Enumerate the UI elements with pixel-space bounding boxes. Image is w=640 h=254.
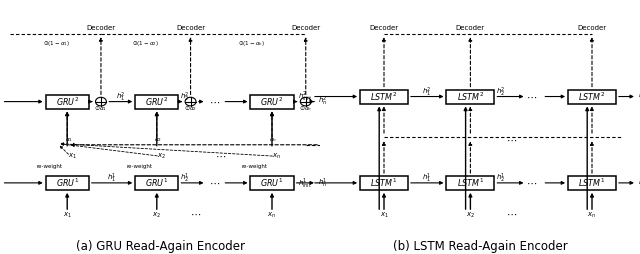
Text: re-weight: re-weight (241, 164, 268, 169)
Text: $h^1_1$: $h^1_1$ (422, 172, 432, 185)
Text: $LSTM^2$: $LSTM^2$ (371, 90, 397, 103)
Text: $\odot\alpha_2$: $\odot\alpha_2$ (184, 104, 197, 113)
Text: (a) GRU Read-Again Encoder: (a) GRU Read-Again Encoder (76, 240, 244, 253)
Text: $h^2_{init}$: $h^2_{init}$ (0, 95, 1, 108)
Text: $\cdots$: $\cdots$ (215, 151, 227, 161)
Text: $GRU^2$: $GRU^2$ (56, 96, 79, 108)
FancyBboxPatch shape (250, 176, 294, 190)
Text: $h^1_2$: $h^1_2$ (496, 172, 506, 185)
FancyBboxPatch shape (45, 176, 89, 190)
Text: $\alpha_1$: $\alpha_1$ (65, 136, 73, 144)
Text: $LSTM^2$: $LSTM^2$ (457, 90, 484, 103)
Text: $h^2_1$: $h^2_1$ (422, 86, 432, 99)
Text: Decoder: Decoder (577, 25, 607, 31)
Text: $h^1_{init}$: $h^1_{init}$ (0, 176, 1, 190)
Text: $h^2_1$: $h^2_1$ (116, 91, 125, 104)
FancyBboxPatch shape (360, 176, 408, 190)
Text: $\odot\alpha_n$: $\odot\alpha_n$ (299, 104, 312, 113)
Text: $\cdots$: $\cdots$ (209, 178, 220, 188)
Text: $h^1_{init}$: $h^1_{init}$ (298, 176, 312, 190)
Text: $\odot\alpha_1$: $\odot\alpha_1$ (94, 104, 108, 113)
Text: $h^2_n$: $h^2_n$ (319, 95, 328, 108)
FancyBboxPatch shape (135, 95, 179, 109)
Text: Decoder: Decoder (86, 25, 116, 31)
Text: $LSTM^1$: $LSTM^1$ (579, 177, 605, 189)
Text: $\alpha_2$: $\alpha_2$ (154, 136, 163, 144)
FancyBboxPatch shape (447, 176, 494, 190)
Text: $GRU^2$: $GRU^2$ (260, 96, 284, 108)
FancyBboxPatch shape (135, 176, 179, 190)
Text: $h^1_n$: $h^1_n$ (639, 176, 640, 189)
Text: $GRU^2$: $GRU^2$ (145, 96, 168, 108)
Text: Decoder: Decoder (176, 25, 205, 31)
Text: $x_n$: $x_n$ (272, 152, 282, 161)
Text: $\odot(1-\alpha_n)$: $\odot(1-\alpha_n)$ (238, 39, 265, 48)
FancyBboxPatch shape (360, 90, 408, 104)
Text: $LSTM^1$: $LSTM^1$ (457, 177, 484, 189)
Text: $\cdots$: $\cdots$ (506, 135, 518, 145)
Text: $\cdots$: $\cdots$ (525, 178, 537, 188)
Text: $GRU^1$: $GRU^1$ (145, 177, 168, 189)
Text: $h^1_1$: $h^1_1$ (108, 172, 116, 185)
Text: $h^1_2$: $h^1_2$ (180, 172, 189, 185)
Text: Decoder: Decoder (291, 25, 321, 31)
Text: $h^2_2$: $h^2_2$ (496, 86, 506, 99)
FancyBboxPatch shape (447, 90, 494, 104)
Text: $x_2$: $x_2$ (466, 211, 475, 220)
Text: $x_1$: $x_1$ (63, 211, 72, 220)
Text: re-weight: re-weight (36, 164, 63, 169)
Text: $\odot(1-\alpha_2)$: $\odot(1-\alpha_2)$ (132, 39, 159, 48)
Text: $h^2_n$: $h^2_n$ (639, 90, 640, 103)
Text: re-weight: re-weight (126, 164, 152, 169)
Text: $x_1$: $x_1$ (68, 152, 76, 161)
FancyBboxPatch shape (568, 90, 616, 104)
Text: $x_n$: $x_n$ (588, 211, 596, 220)
Text: $\cdots$: $\cdots$ (525, 91, 537, 102)
Text: $GRU^1$: $GRU^1$ (56, 177, 79, 189)
Text: (b) LSTM Read-Again Encoder: (b) LSTM Read-Again Encoder (392, 240, 568, 253)
FancyBboxPatch shape (250, 95, 294, 109)
Text: $x_2$: $x_2$ (152, 211, 161, 220)
Text: $h^2_2$: $h^2_2$ (180, 91, 189, 104)
Text: $x_2$: $x_2$ (157, 152, 166, 161)
Text: $LSTM^1$: $LSTM^1$ (371, 177, 397, 189)
Text: $LSTM^2$: $LSTM^2$ (579, 90, 605, 103)
Text: Decoder: Decoder (369, 25, 399, 31)
Text: $\cdots$: $\cdots$ (189, 208, 201, 218)
Text: $\odot(1-\alpha_1)$: $\odot(1-\alpha_1)$ (44, 39, 70, 48)
Text: $h^2_{init}$: $h^2_{init}$ (298, 90, 312, 103)
Text: $x_n$: $x_n$ (268, 211, 276, 220)
Text: $\cdots$: $\cdots$ (506, 208, 518, 218)
Text: $\alpha_n$: $\alpha_n$ (269, 136, 278, 144)
Text: $\cdots$: $\cdots$ (209, 97, 220, 107)
Text: Decoder: Decoder (456, 25, 485, 31)
Text: $x_1$: $x_1$ (380, 211, 388, 220)
FancyBboxPatch shape (568, 176, 616, 190)
Text: $GRU^1$: $GRU^1$ (260, 177, 284, 189)
Text: $h^1_n$: $h^1_n$ (319, 176, 328, 189)
FancyBboxPatch shape (45, 95, 89, 109)
